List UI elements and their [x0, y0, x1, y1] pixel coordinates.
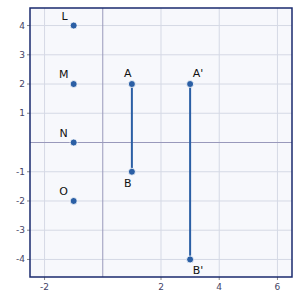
grid-line-y [30, 84, 292, 85]
tick-label-x: -2 [40, 282, 49, 292]
point-label: A' [193, 67, 204, 80]
point [128, 81, 135, 88]
grid-line-y [30, 171, 292, 172]
point-label: O [59, 185, 68, 198]
tick-label-y: -1 [16, 167, 25, 177]
chart: -2 2 4 6 -4 -3 -2 -1 1 2 3 4 A B A' B' L M N O [0, 0, 300, 299]
point-label: B [124, 177, 132, 190]
grid-line-y [30, 113, 292, 114]
tick-label-x: 4 [216, 282, 222, 292]
tick-label-y: 1 [19, 108, 25, 118]
tick-label-y: -3 [16, 225, 25, 235]
point-label: B' [193, 264, 204, 277]
tick-label-y: 4 [19, 21, 25, 31]
tick-label-x: 2 [158, 282, 164, 292]
segment [189, 84, 191, 259]
point [70, 22, 77, 29]
point-label: A [124, 67, 132, 80]
grid-line-y [30, 25, 292, 26]
tick-label-y: -4 [16, 254, 25, 264]
zero-axis-x [30, 142, 292, 143]
point-label: M [59, 68, 69, 81]
plot-area [30, 8, 292, 277]
point [70, 81, 77, 88]
data-layer [70, 22, 193, 263]
zero-axis-y [102, 8, 103, 277]
point [70, 139, 77, 146]
point [187, 256, 194, 263]
point [70, 197, 77, 204]
point-label: L [62, 10, 69, 23]
tick-label-y: 2 [19, 79, 25, 89]
tick-label-y: -2 [16, 196, 25, 206]
point-label: N [60, 127, 68, 140]
tick-label-y: 3 [19, 50, 25, 60]
plot-frame [30, 8, 292, 277]
grid-line-y [30, 54, 292, 55]
grid-line-y [30, 200, 292, 201]
point [187, 81, 194, 88]
grid-line-y [30, 259, 292, 260]
point [128, 168, 135, 175]
grid-line-y [30, 230, 292, 231]
tick-label-x: 6 [275, 282, 281, 292]
segment [131, 84, 133, 172]
